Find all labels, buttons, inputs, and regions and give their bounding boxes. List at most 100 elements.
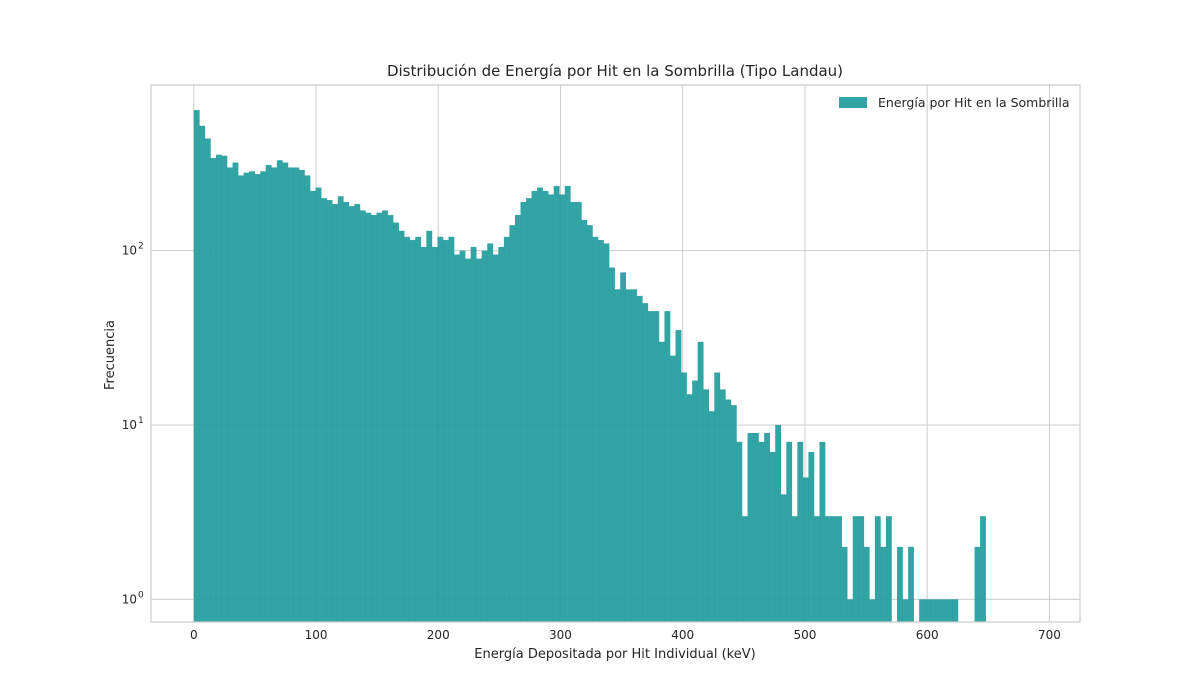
histogram-bar: [221, 155, 228, 622]
histogram-bar: [581, 219, 588, 622]
legend: Energía por Hit en la Sombrilla: [839, 95, 1070, 110]
histogram-bar: [559, 194, 566, 622]
histogram-bar: [199, 125, 206, 623]
histogram-bar: [431, 246, 438, 622]
histogram-bar: [409, 240, 416, 623]
histogram-bar: [908, 546, 914, 622]
histogram-bar: [647, 311, 654, 622]
histogram-bar: [885, 516, 892, 622]
x-tick-label: 100: [305, 628, 328, 642]
histogram-bar: [758, 441, 765, 622]
histogram-bar: [586, 225, 593, 622]
histogram-bar: [880, 546, 887, 622]
histogram-bar: [537, 187, 543, 622]
histogram-bar: [332, 204, 339, 623]
histogram-bar: [808, 451, 815, 622]
histogram-bar: [802, 477, 809, 622]
histogram-bar: [869, 599, 876, 622]
histogram-bar: [564, 185, 571, 622]
histogram-bar: [287, 167, 294, 622]
histogram-bar: [243, 172, 250, 623]
histogram-bar: [675, 330, 682, 622]
histogram-bar: [636, 295, 643, 622]
histogram-bar: [498, 246, 505, 622]
x-tick-label: 600: [916, 628, 939, 642]
histogram-bar: [609, 267, 615, 622]
histogram-bar: [714, 372, 721, 622]
histogram-bar: [354, 204, 361, 623]
histogram-bar: [238, 175, 244, 623]
histogram-bar: [686, 394, 693, 622]
histogram-bar: [227, 167, 233, 622]
histogram-bar: [669, 355, 676, 622]
histogram-bar: [548, 194, 555, 622]
histogram-bar: [393, 222, 399, 622]
histogram-bar: [708, 411, 715, 622]
histogram-bar: [897, 546, 903, 622]
y-tick-label: 10 2: [122, 242, 144, 258]
histogram-bar: [193, 110, 200, 622]
histogram-bar: [703, 389, 710, 622]
histogram-bar: [276, 160, 283, 623]
plot-border: [150, 84, 1081, 623]
histogram-bar: [293, 167, 300, 622]
histogram-bar: [514, 215, 521, 623]
legend-label: Energía por Hit en la Sombrilla: [878, 95, 1070, 110]
histogram-bar: [664, 311, 671, 622]
histogram-bar: [387, 215, 394, 623]
histogram-bar: [575, 202, 582, 622]
histogram-bar: [382, 210, 388, 622]
histogram-bar: [858, 516, 865, 622]
histogram-bar: [459, 250, 466, 622]
chart-title: Distribución de Energía por Hit en la So…: [387, 62, 843, 80]
histogram-bar: [404, 236, 411, 622]
histogram-bar: [531, 190, 538, 622]
histogram-bar: [260, 171, 267, 622]
histogram-bar: [526, 198, 532, 622]
histogram-bar: [465, 258, 471, 622]
histogram-bar: [747, 432, 754, 622]
histogram-bar: [326, 200, 333, 622]
y-tick-base: 10: [122, 418, 137, 432]
histogram-bar: [603, 243, 610, 623]
histogram-bar: [919, 599, 926, 622]
histogram-bar: [797, 441, 804, 622]
histogram-bar: [509, 225, 516, 622]
histogram-bar: [454, 254, 460, 622]
histogram-bar: [343, 202, 350, 622]
histogram-bar: [836, 516, 842, 622]
histogram-bar: [553, 185, 560, 622]
histogram-bar: [442, 240, 449, 623]
histogram-bar: [304, 175, 311, 623]
histogram-bar: [825, 516, 831, 622]
x-tick-label: 300: [549, 628, 572, 642]
y-tick-label: 10 1: [122, 416, 144, 432]
histogram-bar: [249, 171, 255, 622]
histogram-bar: [725, 399, 732, 622]
histogram-bar: [365, 212, 372, 622]
histogram-bar: [476, 258, 483, 622]
histogram-bar: [398, 230, 405, 622]
histogram-bar: [542, 190, 549, 622]
histogram-bar: [692, 380, 698, 622]
histogram-bar: [620, 272, 626, 622]
histogram-bar: [980, 516, 986, 622]
histogram-bar: [786, 441, 793, 622]
histogram-bar: [204, 138, 211, 622]
histogram-bar: [930, 599, 937, 622]
histogram-bar: [658, 341, 665, 622]
histogram-bar: [924, 599, 931, 622]
histogram-bar: [614, 289, 621, 622]
histogram-bar: [852, 516, 859, 622]
histogram-bar: [830, 516, 837, 622]
histogram-bar: [592, 236, 599, 622]
histogram-bar: [598, 240, 604, 623]
histogram-bar: [847, 599, 854, 622]
histogram-bar: [315, 187, 322, 622]
histogram-bar: [448, 236, 455, 622]
histogram-bar: [902, 599, 909, 622]
histogram-bar: [769, 451, 776, 622]
histogram-bar: [210, 157, 217, 622]
x-tick-label: 500: [794, 628, 817, 642]
histogram-bar: [935, 599, 942, 622]
